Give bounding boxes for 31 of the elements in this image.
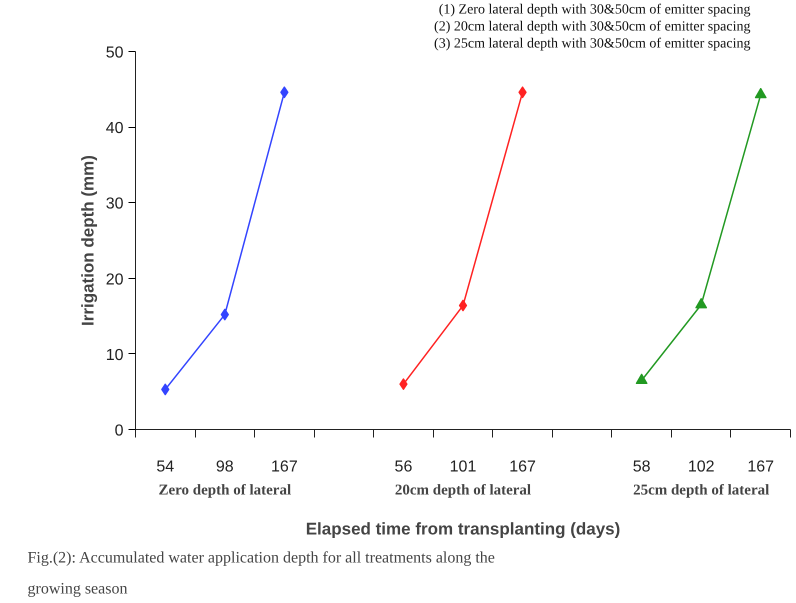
y-tick-label: 50	[106, 44, 124, 62]
x-tick-label: 167	[271, 458, 298, 476]
y-tick-label: 40	[106, 120, 124, 138]
text: Fig.(2): Accumulated water application depth for all treatments along the growing season	[28, 550, 495, 598]
x-tick-label: 101	[450, 458, 476, 476]
x-tick-label: 167	[509, 458, 536, 476]
point	[280, 86, 289, 98]
x-tick-label: 167	[747, 458, 774, 476]
point	[518, 86, 527, 98]
x-tick-label: 54	[156, 458, 174, 476]
point	[695, 298, 708, 308]
y-tick-label: 30	[106, 196, 124, 213]
x-axis-title: Elapsed time from transplanting (days)	[306, 520, 620, 538]
x-tick-label: 98	[216, 458, 234, 476]
point	[754, 88, 767, 98]
text: (1) Zero lateral depth with 30&50cm of emitter spacing	[438, 2, 751, 18]
x-tick-label: 58	[632, 458, 651, 476]
y-tick-label: 0	[114, 422, 124, 440]
point	[399, 378, 408, 390]
text: Zero depth of lateral	[158, 482, 292, 498]
y-axis-title: Irrigation depth (mm)	[78, 155, 98, 326]
text: (2) 20cm lateral depth with 30&50cm of emitter spacing	[434, 20, 751, 34]
text: 25cm depth of lateral	[633, 482, 770, 498]
y-tick-label: 10	[106, 346, 124, 364]
x-tick-label: 102	[688, 458, 715, 476]
point	[636, 374, 648, 384]
x-tick-label: 56	[394, 458, 412, 476]
point	[458, 300, 468, 312]
text: (3) 25cm lateral depth with 30&50cm of emitter spacing	[434, 36, 751, 52]
y-tick-label: 20	[106, 271, 124, 288]
text: 20cm depth of lateral	[394, 482, 532, 498]
